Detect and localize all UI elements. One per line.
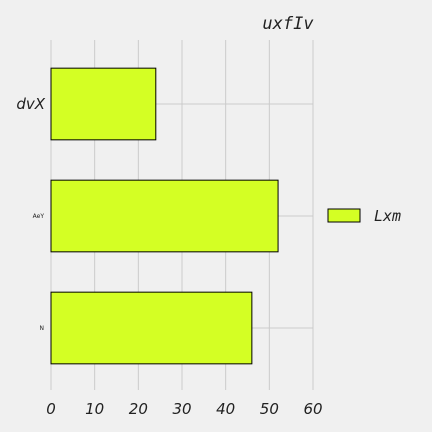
- legend-label: Lxm: [374, 207, 401, 225]
- y-tick-labels: dvX AeY N: [16, 95, 45, 332]
- bar-n: [50, 291, 253, 365]
- x-tick-label: 50: [260, 400, 279, 418]
- x-tick-label: 30: [172, 400, 191, 418]
- x-tick-label: 60: [303, 400, 322, 418]
- legend: Lxm: [327, 207, 401, 225]
- x-tick-label: 10: [85, 400, 104, 418]
- legend-swatch: [327, 208, 361, 223]
- x-tick-label: 0: [46, 400, 56, 418]
- bar-dvx: [50, 67, 157, 141]
- y-tick-label: AeY: [33, 213, 45, 220]
- x-tick-label: 20: [129, 400, 148, 418]
- bar-aey: [50, 179, 279, 253]
- y-tick-label: N: [40, 325, 45, 332]
- x-tick-labels: 0 10 20 30 40 50 60: [46, 400, 322, 418]
- bars-group: [50, 67, 279, 365]
- chart-title: uxfIv: [262, 14, 314, 34]
- y-tick-label: dvX: [16, 95, 45, 113]
- x-tick-label: 40: [216, 400, 235, 418]
